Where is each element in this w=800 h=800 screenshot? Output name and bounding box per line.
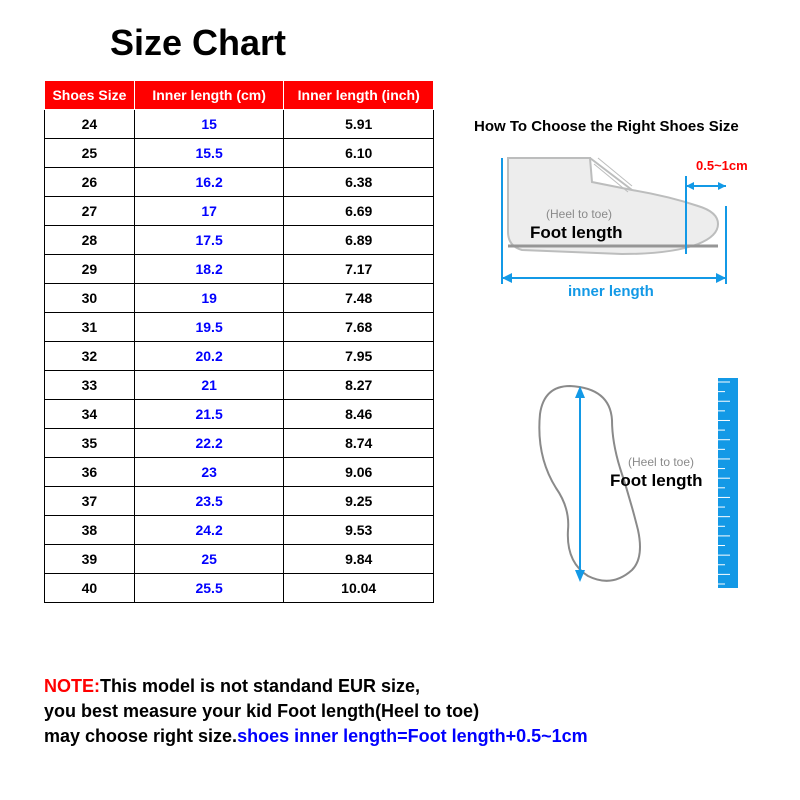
inner-length-label: inner length [568, 283, 654, 300]
inner-arrow-left [502, 273, 512, 283]
insole-arrow-down [575, 570, 585, 582]
table-row: 3824.29.53 [45, 516, 434, 545]
cell-shoes-size: 32 [45, 342, 135, 371]
cell-inner-inch: 5.91 [284, 110, 434, 139]
table-row: 33218.27 [45, 371, 434, 400]
gap-arrow-right [718, 182, 726, 190]
table-row: 3119.57.68 [45, 313, 434, 342]
table-row: 39259.84 [45, 545, 434, 574]
table-row: 3220.27.95 [45, 342, 434, 371]
cell-inner-inch: 7.95 [284, 342, 434, 371]
cell-inner-cm: 17 [134, 197, 284, 226]
insole-diagram: (Heel to toe) Foot length [510, 370, 760, 595]
cell-shoes-size: 36 [45, 458, 135, 487]
ruler-body [718, 378, 738, 588]
table-header-shoes-size: Shoes Size [45, 81, 135, 110]
cell-shoes-size: 26 [45, 168, 135, 197]
cell-inner-inch: 10.04 [284, 574, 434, 603]
cell-inner-cm: 15.5 [134, 139, 284, 168]
cell-inner-cm: 21 [134, 371, 284, 400]
table-row: 3723.59.25 [45, 487, 434, 516]
cell-shoes-size: 25 [45, 139, 135, 168]
note-label: NOTE: [44, 676, 100, 696]
cell-shoes-size: 30 [45, 284, 135, 313]
shoe-heel-label: (Heel to toe) [546, 207, 612, 221]
note-line3b: shoes inner length=Foot length+0.5~1cm [237, 726, 588, 746]
cell-inner-inch: 9.84 [284, 545, 434, 574]
cell-inner-inch: 9.25 [284, 487, 434, 516]
cell-inner-inch: 9.53 [284, 516, 434, 545]
cell-shoes-size: 37 [45, 487, 135, 516]
cell-inner-cm: 22.2 [134, 429, 284, 458]
shoe-diagram: 0.5~1cm (Heel to toe) Foot length inner … [482, 146, 748, 316]
table-row: 2918.27.17 [45, 255, 434, 284]
cell-inner-inch: 9.06 [284, 458, 434, 487]
table-header-inner-inch: Inner length (inch) [284, 81, 434, 110]
note-line3a: may choose right size. [44, 726, 237, 746]
insole-foot-length-label: Foot length [610, 471, 703, 490]
cell-inner-inch: 8.27 [284, 371, 434, 400]
note-line2a: you best measure your kid Foot length [44, 701, 375, 721]
shoe-foot-length-label: Foot length [530, 223, 623, 242]
cell-inner-inch: 8.74 [284, 429, 434, 458]
cell-inner-cm: 18.2 [134, 255, 284, 284]
insole-heel-label: (Heel to toe) [628, 455, 694, 469]
cell-shoes-size: 29 [45, 255, 135, 284]
gap-arrow-left [686, 182, 694, 190]
cell-inner-inch: 8.46 [284, 400, 434, 429]
cell-inner-cm: 19.5 [134, 313, 284, 342]
cell-shoes-size: 31 [45, 313, 135, 342]
cell-shoes-size: 34 [45, 400, 135, 429]
chart-title: Size Chart [110, 22, 286, 64]
table-row: 36239.06 [45, 458, 434, 487]
cell-inner-inch: 6.69 [284, 197, 434, 226]
cell-shoes-size: 39 [45, 545, 135, 574]
cell-inner-cm: 23.5 [134, 487, 284, 516]
cell-inner-inch: 7.17 [284, 255, 434, 284]
table-row: 27176.69 [45, 197, 434, 226]
table-row: 2616.26.38 [45, 168, 434, 197]
cell-inner-inch: 7.48 [284, 284, 434, 313]
cell-shoes-size: 38 [45, 516, 135, 545]
cell-inner-cm: 24.2 [134, 516, 284, 545]
howto-title: How To Choose the Right Shoes Size [474, 118, 739, 135]
cell-inner-cm: 25 [134, 545, 284, 574]
cell-shoes-size: 28 [45, 226, 135, 255]
table-row: 3522.28.74 [45, 429, 434, 458]
cell-shoes-size: 24 [45, 110, 135, 139]
cell-inner-inch: 6.89 [284, 226, 434, 255]
cell-inner-cm: 17.5 [134, 226, 284, 255]
table-header-row: Shoes Size Inner length (cm) Inner lengt… [45, 81, 434, 110]
table-row: 24155.91 [45, 110, 434, 139]
table-row: 30197.48 [45, 284, 434, 313]
cell-inner-cm: 20.2 [134, 342, 284, 371]
cell-inner-cm: 15 [134, 110, 284, 139]
cell-inner-inch: 6.38 [284, 168, 434, 197]
note-line2b: (Heel to toe) [375, 701, 479, 721]
size-table: Shoes Size Inner length (cm) Inner lengt… [44, 80, 434, 603]
page-canvas: Size Chart Shoes Size Inner length (cm) … [0, 0, 800, 800]
cell-inner-inch: 6.10 [284, 139, 434, 168]
note-block: NOTE:This model is not standand EUR size… [44, 674, 744, 748]
cell-inner-inch: 7.68 [284, 313, 434, 342]
gap-text: 0.5~1cm [696, 158, 748, 173]
cell-shoes-size: 40 [45, 574, 135, 603]
cell-shoes-size: 35 [45, 429, 135, 458]
size-table-wrap: Shoes Size Inner length (cm) Inner lengt… [44, 80, 434, 603]
table-row: 3421.58.46 [45, 400, 434, 429]
cell-inner-cm: 19 [134, 284, 284, 313]
note-line1: This model is not standand EUR size, [100, 676, 420, 696]
cell-shoes-size: 33 [45, 371, 135, 400]
cell-shoes-size: 27 [45, 197, 135, 226]
table-header-inner-cm: Inner length (cm) [134, 81, 284, 110]
cell-inner-cm: 16.2 [134, 168, 284, 197]
cell-inner-cm: 23 [134, 458, 284, 487]
inner-arrow-right [716, 273, 726, 283]
cell-inner-cm: 21.5 [134, 400, 284, 429]
cell-inner-cm: 25.5 [134, 574, 284, 603]
table-row: 2515.56.10 [45, 139, 434, 168]
table-row: 4025.510.04 [45, 574, 434, 603]
table-row: 2817.56.89 [45, 226, 434, 255]
